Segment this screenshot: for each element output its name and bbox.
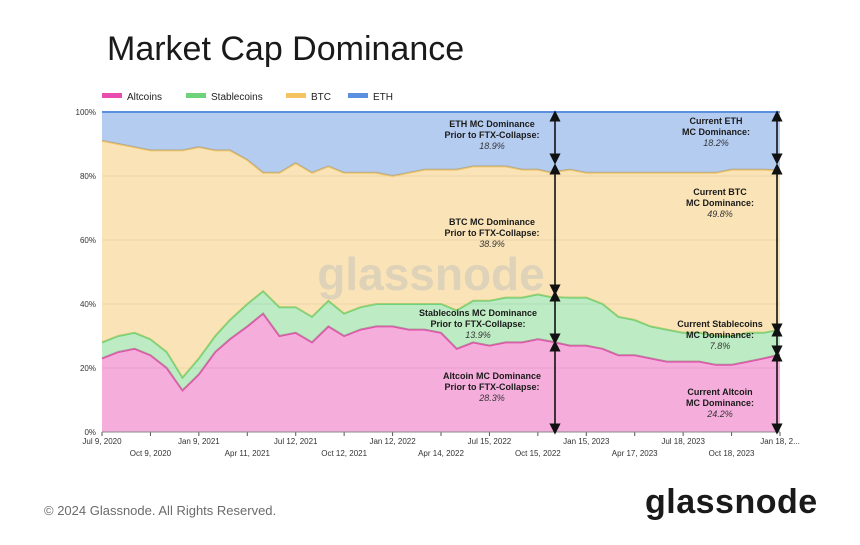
annotation-altcoins-ftx-line: Altcoin MC Dominance xyxy=(443,371,541,381)
watermark-layer: glassnode xyxy=(317,248,545,300)
legend-layer: Altcoins Stablecoins BTC ETH xyxy=(102,92,393,103)
eth-area xyxy=(102,112,780,176)
annotation-altcoins-current-line: MC Dominance: xyxy=(686,398,754,408)
annotation-btc-ftx-line: BTC MC Dominance xyxy=(449,217,535,227)
x-tick-label: Apr 14, 2022 xyxy=(418,449,464,458)
legend-label-btc: BTC xyxy=(311,92,331,103)
annotation-eth-current-line: MC Dominance: xyxy=(682,127,750,137)
altcoins-series-line xyxy=(101,312,781,392)
y-tick-label: 40% xyxy=(80,300,96,309)
annotation-btc-current-line: MC Dominance: xyxy=(686,198,754,208)
annotation-eth-ftx-line: ETH MC Dominance xyxy=(449,119,535,129)
x-tick-label: Jul 15, 2022 xyxy=(468,437,512,446)
area-layer xyxy=(101,111,781,432)
axis-layer: 0% 20% 40% 60% 80% 100% Jul 9, 2020 Jan 9, 2021… xyxy=(76,108,800,458)
annotation-stablecoins-ftx-value: 13.9% xyxy=(465,330,491,340)
btc-series-line xyxy=(101,139,781,178)
y-tick-label: 0% xyxy=(84,428,96,437)
altcoins-area xyxy=(102,313,780,432)
x-tick-label: Apr 11, 2021 xyxy=(225,449,271,458)
annotation-btc-ftx-value: 38.9% xyxy=(479,239,505,249)
annotation-btc-ftx-line: Prior to FTX-Collapse: xyxy=(444,228,539,238)
x-tick-label: Jul 12, 2021 xyxy=(274,437,318,446)
y-tick-label: 60% xyxy=(80,236,96,245)
x-tick-label: Apr 17, 2023 xyxy=(612,449,658,458)
annotation-altcoins-ftx-value: 28.3% xyxy=(478,393,505,403)
x-tick-label: Jan 18, 2... xyxy=(760,437,800,446)
annotation-stablecoins-current-line: Current Stablecoins xyxy=(677,319,763,329)
brand-logo: glassnode xyxy=(645,483,818,521)
x-tick-label: Jan 9, 2021 xyxy=(178,437,220,446)
chart-title: Market Cap Dominance xyxy=(107,30,465,68)
x-tick-label: Oct 18, 2023 xyxy=(709,449,755,458)
annotation-eth-ftx-value: 18.9% xyxy=(479,141,505,151)
x-tick-label: Oct 9, 2020 xyxy=(130,449,172,458)
legend-label-altcoins: Altcoins xyxy=(127,92,162,103)
y-tick-label: 20% xyxy=(80,364,96,373)
legend-swatch-btc xyxy=(286,93,306,98)
annotation-eth-ftx-line: Prior to FTX-Collapse: xyxy=(444,130,539,140)
annotation-eth-current-value: 18.2% xyxy=(703,138,729,148)
x-tick-label: Jan 12, 2022 xyxy=(369,437,416,446)
annotation-stablecoins-ftx-line: Prior to FTX-Collapse: xyxy=(430,319,525,329)
annotation-btc-current-value: 49.8% xyxy=(707,209,733,219)
legend-swatch-eth xyxy=(348,93,368,98)
x-tick-label: Jul 9, 2020 xyxy=(82,437,122,446)
annotation-stablecoins-current-line: MC Dominance: xyxy=(686,330,754,340)
annotation-stablecoins-ftx-line: Stablecoins MC Dominance xyxy=(419,308,537,318)
legend-label-eth: ETH xyxy=(373,92,393,103)
x-tick-label: Jul 18, 2023 xyxy=(661,437,705,446)
x-tick-label: Oct 15, 2022 xyxy=(515,449,561,458)
annotation-altcoins-current-line: Current Altcoin xyxy=(687,387,752,397)
stablecoins-series-line xyxy=(101,289,781,380)
y-tick-label: 100% xyxy=(76,108,96,117)
legend-swatch-stablecoins xyxy=(186,93,206,98)
legend-swatch-altcoins xyxy=(102,93,122,98)
x-tick-label: Oct 12, 2021 xyxy=(321,449,367,458)
legend-label-stablecoins: Stablecoins xyxy=(211,92,263,103)
y-tick-label: 80% xyxy=(80,172,96,181)
stablecoins-area xyxy=(102,291,780,391)
annotation-eth-current-line: Current ETH xyxy=(689,116,742,126)
annotation-altcoins-current-value: 24.2% xyxy=(706,409,733,419)
copyright-text: © 2024 Glassnode. All Rights Reserved. xyxy=(44,503,277,518)
watermark: glassnode xyxy=(317,248,545,300)
annotation-stablecoins-current-value: 7.8% xyxy=(710,341,731,351)
annotation-altcoins-ftx-line: Prior to FTX-Collapse: xyxy=(444,382,539,392)
x-tick-label: Jan 15, 2023 xyxy=(563,437,610,446)
btc-area xyxy=(102,140,780,378)
annotation-btc-current-line: Current BTC xyxy=(693,187,747,197)
